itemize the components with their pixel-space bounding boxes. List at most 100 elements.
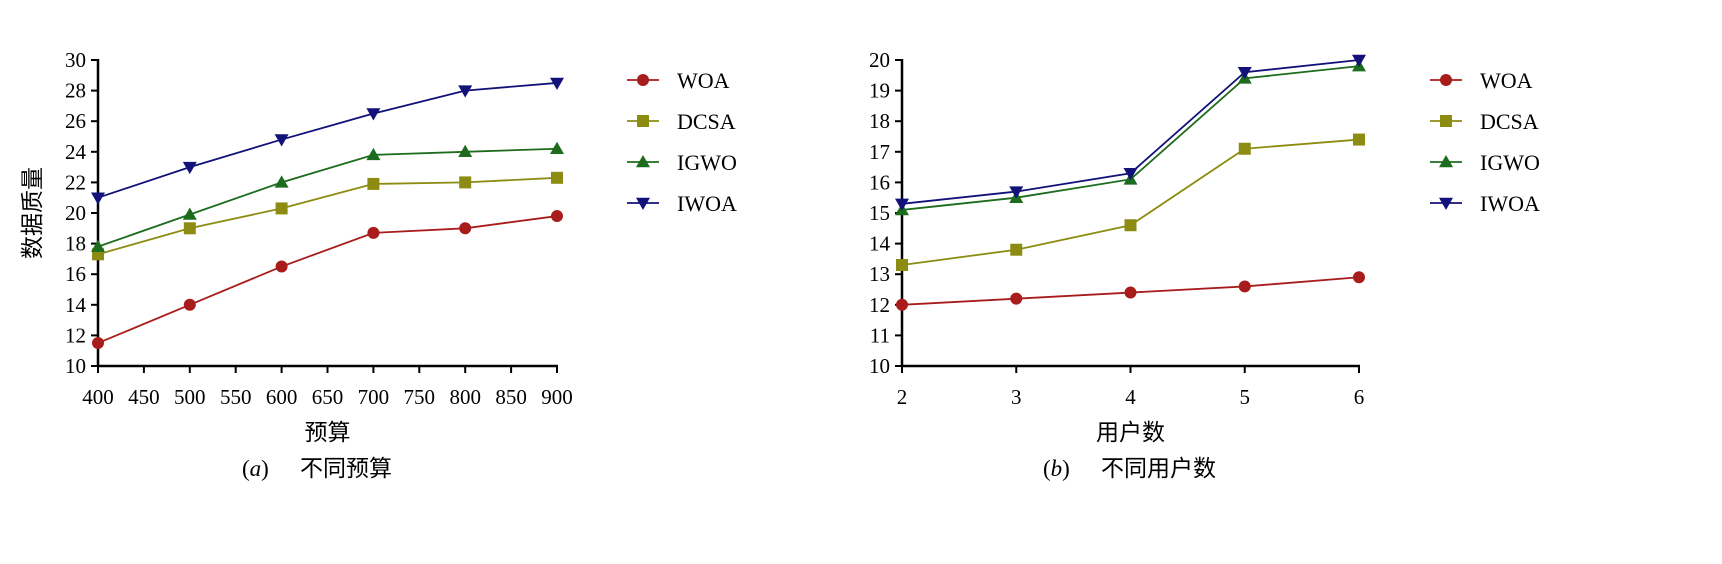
chart-b-legend-item-dcsa: DCSA [1430, 109, 1539, 134]
chart-b-y-tick-label: 15 [869, 201, 890, 225]
chart-b-legend-label-igwo: IGWO [1480, 150, 1540, 175]
chart-a-x-tick-label: 700 [358, 385, 390, 409]
chart-b-legend-label-dcsa: DCSA [1480, 109, 1539, 134]
chart-a-x-axis-title: 预算 [305, 420, 351, 446]
chart-a-point-igwo [458, 144, 473, 158]
chart-b-x-tick-label: 4 [1125, 385, 1136, 409]
chart-panel-a: 10 12 14 16 18 20 22 24 26 28 30 400 450 500 550 600 650… [20, 48, 737, 482]
chart-a-series-line-igwo [97, 147, 558, 248]
chart-a-svg: 10 12 14 16 18 20 22 24 26 28 30 400 450 500 550 600 650… [20, 48, 737, 482]
chart-a-legend-item-dcsa: DCSA [627, 109, 736, 134]
chart-a-point-igwo [366, 147, 381, 161]
chart-a-point-igwo [91, 239, 105, 252]
chart-b-x-tick-label: 2 [897, 385, 908, 409]
chart-a-y-tick-label: 18 [65, 232, 86, 256]
chart-b-point-woa [896, 298, 908, 311]
chart-b-caption-letter: (b) [1043, 456, 1070, 481]
chart-b-point-dcsa [896, 259, 908, 272]
chart-a-point-dcsa [183, 222, 196, 235]
chart-a-legend-marker-iwoa [636, 197, 650, 210]
chart-a-y-tick-label: 28 [65, 79, 86, 103]
chart-a-series-points-iwoa [91, 77, 564, 205]
chart-a-legend-label-dcsa: DCSA [677, 109, 736, 134]
chart-a-point-iwoa [91, 192, 105, 205]
chart-a-y-tick-label: 24 [65, 140, 87, 164]
chart-b-y-tick-label: 12 [869, 293, 890, 317]
chart-b-series-points-woa [896, 271, 1365, 311]
chart-b-y-tick-label: 13 [869, 262, 890, 286]
chart-a-point-woa [275, 260, 288, 273]
chart-a-x-tick-label: 450 [128, 385, 160, 409]
chart-b-legend-marker-igwo [1439, 155, 1453, 168]
chart-b-x-tick-label: 3 [1011, 385, 1022, 409]
chart-a-y-tick-label: 30 [65, 48, 86, 72]
chart-a-x-tick-label: 650 [312, 385, 344, 409]
chart-a-x-tick-label: 750 [404, 385, 436, 409]
chart-b-series-points-igwo [895, 59, 1366, 216]
chart-b-point-woa [1124, 286, 1137, 299]
chart-a-point-igwo [274, 175, 289, 188]
chart-a-caption-letter: (a) [242, 456, 269, 481]
chart-b-x-axis-title: 用户数 [1096, 420, 1165, 446]
chart-a-point-woa [367, 226, 380, 239]
chart-b-point-iwoa [1009, 186, 1024, 199]
chart-a-point-dcsa [551, 171, 563, 184]
chart-a-point-igwo [550, 141, 564, 154]
chart-b-y-tick-label: 20 [869, 48, 890, 72]
chart-b-y-tick-label: 14 [869, 232, 891, 256]
chart-b-series-line-igwo [901, 65, 1360, 211]
chart-b-point-iwoa [1123, 167, 1138, 181]
chart-a-series-points-igwo [91, 141, 564, 252]
chart-a-point-woa [459, 222, 472, 235]
chart-b-legend-item-iwoa: IWOA [1430, 191, 1540, 216]
chart-a-x-tick-label: 400 [82, 385, 114, 409]
chart-b-series-points-iwoa [895, 54, 1366, 211]
chart-a-legend-label-iwoa: IWOA [677, 191, 737, 216]
chart-b-point-woa [1010, 292, 1023, 305]
chart-b-point-iwoa [1352, 54, 1366, 67]
chart-b-point-dcsa [1124, 219, 1137, 232]
chart-a-point-dcsa [275, 202, 288, 215]
chart-b-y-tick-label: 19 [869, 79, 890, 103]
chart-a-x-tick-label: 500 [174, 385, 206, 409]
chart-a-legend-marker-igwo [636, 155, 650, 168]
chart-a-point-iwoa [366, 108, 381, 121]
chart-a-point-iwoa [274, 134, 289, 147]
chart-a-y-tick-label: 14 [65, 293, 87, 317]
chart-b-point-iwoa [1237, 66, 1252, 80]
chart-b-caption-text: 不同用户数 [1101, 456, 1216, 482]
chart-a-x-tick-label: 850 [495, 385, 527, 409]
chart-b-point-woa [1238, 280, 1251, 293]
chart-b-y-tick-label: 10 [869, 354, 890, 378]
chart-a-y-tick-label: 12 [65, 323, 86, 347]
chart-b-legend-label-woa: WOA [1480, 68, 1533, 93]
chart-a-legend-item-iwoa: IWOA [627, 191, 737, 216]
chart-b-y-tick-label: 18 [869, 109, 890, 133]
chart-b-x-tick-label: 5 [1240, 385, 1251, 409]
chart-a-point-woa [551, 210, 563, 223]
chart-a-series-points-dcsa [92, 171, 563, 261]
chart-b-point-iwoa [895, 198, 909, 211]
chart-a-point-iwoa [458, 85, 473, 98]
chart-a-series-line-dcsa [97, 176, 558, 256]
chart-a-series-line-woa [97, 215, 558, 344]
chart-b-point-dcsa [1238, 142, 1251, 155]
chart-a-legend-marker-woa [637, 74, 649, 86]
chart-a-x-tick-label: 600 [266, 385, 298, 409]
chart-a-y-axis-title: 数据质量 [20, 167, 46, 259]
chart-a-y-tick-label: 10 [65, 354, 86, 378]
chart-a-series-points-woa [92, 210, 563, 350]
chart-a-point-iwoa [182, 161, 197, 175]
chart-a-point-woa [183, 298, 196, 311]
chart-a-caption-text: 不同预算 [300, 456, 392, 482]
chart-a-point-dcsa [459, 176, 472, 189]
chart-b-caption: (b) 不同用户数 [1043, 456, 1216, 482]
chart-a-legend-item-igwo: IGWO [627, 150, 737, 175]
chart-b-legend-marker-woa [1440, 74, 1452, 86]
chart-a-legend-item-woa: WOA [627, 68, 730, 93]
chart-b-y-tick-label: 17 [869, 140, 890, 164]
chart-b-legend-item-igwo: IGWO [1430, 150, 1540, 175]
chart-a-point-dcsa [367, 177, 380, 190]
chart-b-point-dcsa [1353, 133, 1365, 146]
chart-b-y-tick-label: 16 [869, 170, 890, 194]
